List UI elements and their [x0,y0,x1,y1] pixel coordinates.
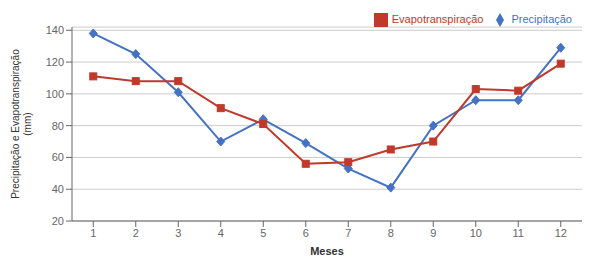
svg-text:20: 20 [52,215,64,227]
svg-text:10: 10 [470,227,482,239]
svg-text:Meses: Meses [310,245,344,257]
html-text:Evapotranspiração: Evapotranspiração [391,13,484,25]
svg-text:4: 4 [218,227,224,239]
svg-text:3: 3 [175,227,181,239]
svg-text:7: 7 [345,227,351,239]
svg-text:12: 12 [555,227,567,239]
svg-text:40: 40 [52,183,64,195]
svg-text:Precipitação e Evapotranspiraç: Precipitação e Evapotranspiração(mm) [10,49,33,199]
svg-text:5: 5 [260,227,266,239]
svg-text:8: 8 [388,227,394,239]
svg-text:11: 11 [513,227,524,239]
html-text:Precipitação: Precipitação [511,13,572,25]
svg-text:100: 100 [46,88,64,100]
svg-text:2: 2 [133,227,139,239]
svg-text:6: 6 [303,227,309,239]
svg-text:140: 140 [46,24,64,36]
svg-text:1: 1 [90,227,96,239]
svg-text:9: 9 [430,227,436,239]
svg-text:60: 60 [52,151,64,163]
svg-text:120: 120 [46,56,64,68]
svg-text:80: 80 [52,120,64,132]
